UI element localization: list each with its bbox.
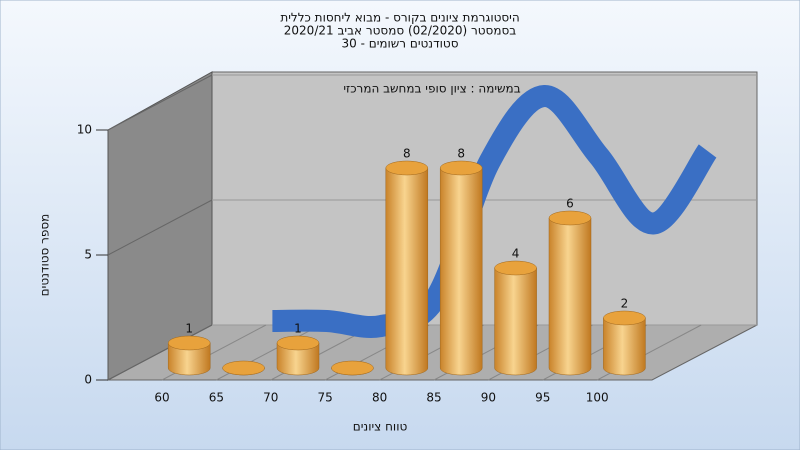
y-axis-label: מספר סטודנטים [38, 214, 52, 297]
bar-part [439, 160, 483, 176]
x-tick-label: 75 [318, 391, 333, 405]
x-tick-label: 65 [209, 391, 224, 405]
bar-part [167, 335, 211, 351]
bar [167, 335, 211, 376]
x-tick-label: 70 [263, 391, 278, 405]
data-label: 1 [185, 322, 193, 336]
bar-part [385, 160, 429, 176]
bar [439, 160, 483, 376]
bar-part [439, 167, 483, 376]
bar-part [494, 267, 537, 376]
data-label: 1 [294, 322, 302, 336]
data-label: 4 [512, 247, 520, 261]
bar [548, 210, 592, 376]
data-label: 8 [457, 147, 465, 161]
bar-part [603, 317, 646, 376]
bar-part [276, 335, 320, 351]
grid-line [107, 74, 213, 131]
bar-part [494, 260, 537, 276]
bar-part [603, 310, 646, 326]
chart-title: היסטוגרמת ציונים בקורס - מבוא ליחסות כלל… [280, 11, 519, 25]
bar-part [276, 342, 320, 376]
data-label: 6 [566, 197, 574, 211]
bar-part [167, 342, 211, 376]
grid-line [107, 199, 213, 256]
chart-subtitle: סטודנטים רשומים - 30 [341, 37, 458, 51]
y-tick-label: 0 [84, 373, 92, 387]
x-tick-label: 60 [154, 391, 169, 405]
bar [276, 335, 320, 376]
bar-part [385, 167, 429, 376]
bar [385, 160, 429, 376]
grid-line [107, 324, 213, 381]
y-tick-label: 10 [77, 123, 92, 137]
data-label: 2 [621, 297, 629, 311]
curve [272, 85, 717, 338]
annotation: במשימה : ציון סופי במחשב המרכזי [343, 82, 520, 96]
bar [494, 260, 537, 376]
bar-part [331, 360, 374, 376]
x-tick-label: 85 [426, 391, 441, 405]
bar [331, 360, 374, 376]
bar [603, 310, 646, 376]
bar-part [548, 217, 592, 376]
bar [222, 360, 265, 376]
bar-part [548, 210, 592, 226]
x-tick-label: 100 [586, 391, 609, 405]
x-tick-label: 80 [372, 391, 387, 405]
data-label: 8 [403, 147, 411, 161]
y-tick-label: 5 [84, 248, 92, 262]
chart-subtitle: בסמסטר (02/2020) סמסטר אביב 2020/21 [284, 24, 516, 38]
x-tick-label: 90 [481, 391, 496, 405]
bar-part [222, 360, 265, 376]
x-axis-label: טווח ציונים [353, 420, 408, 434]
x-tick-label: 95 [535, 391, 550, 405]
